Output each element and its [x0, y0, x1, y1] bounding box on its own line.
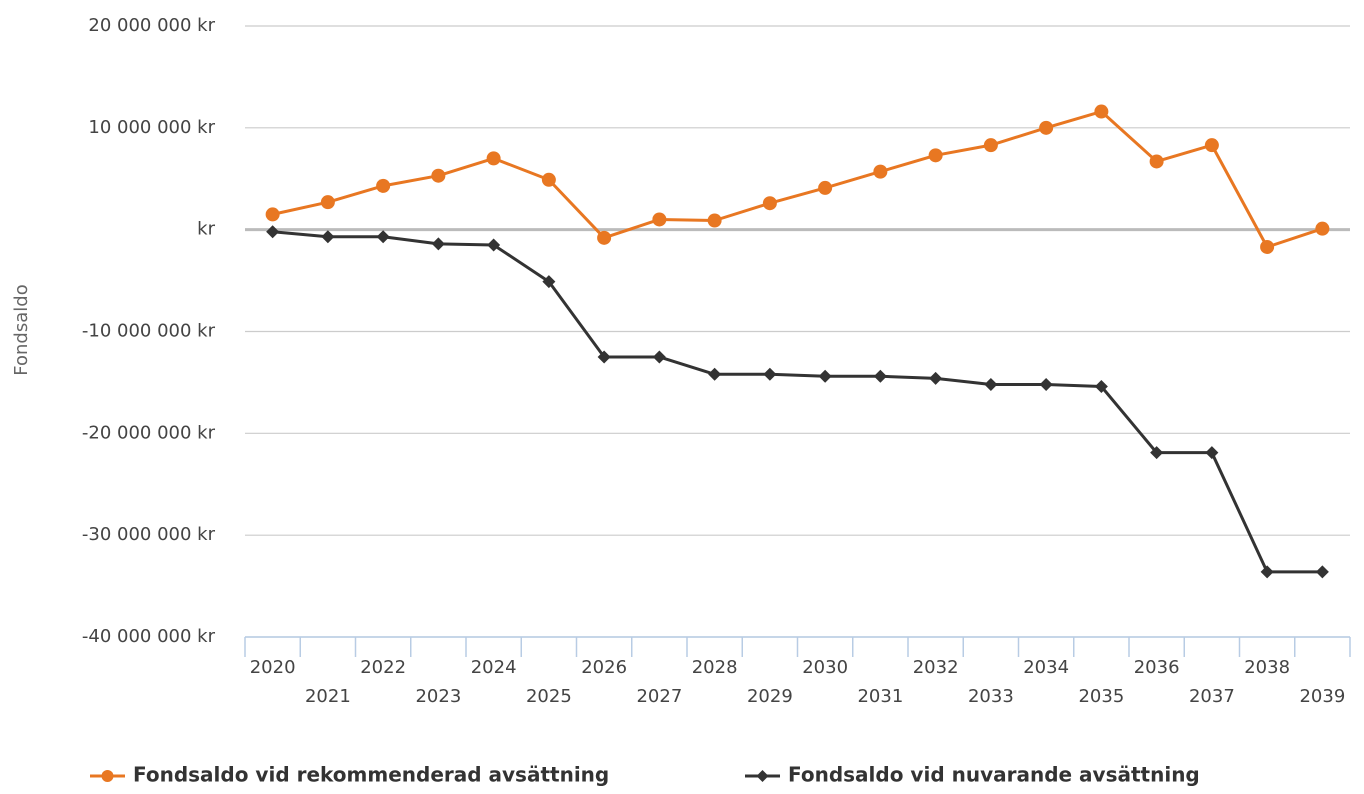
x-tick-label: 2038 — [1244, 657, 1290, 678]
point — [1260, 239, 1275, 254]
x-tick-label: 2031 — [857, 686, 903, 707]
y-tick-label: -10 000 000 kr — [82, 321, 216, 342]
point — [818, 369, 832, 383]
x-tick-label: 2020 — [250, 657, 296, 678]
point — [707, 213, 722, 228]
point — [1094, 379, 1108, 393]
point — [431, 237, 445, 251]
point — [762, 196, 777, 211]
x-tick-label: 2030 — [802, 657, 848, 678]
x-tick-label: 2033 — [968, 686, 1014, 707]
y-tick-label: 20 000 000 kr — [88, 15, 215, 36]
point — [542, 275, 556, 289]
point — [983, 138, 998, 153]
y-tick-label: -20 000 000 kr — [82, 422, 216, 443]
legend-label: Fondsaldo vid rekommenderad avsättning — [133, 763, 609, 787]
point — [541, 172, 556, 187]
point — [708, 367, 722, 381]
point — [320, 195, 335, 210]
point — [1094, 104, 1109, 119]
point — [1315, 221, 1330, 236]
x-tick-label: 2039 — [1299, 686, 1345, 707]
point — [265, 207, 280, 222]
x-tick-label: 2035 — [1078, 686, 1124, 707]
x-tick-label: 2028 — [692, 657, 738, 678]
x-tick-label: 2023 — [415, 686, 461, 707]
x-tick-label: 2027 — [636, 686, 682, 707]
point — [376, 178, 391, 193]
x-tick-label: 2029 — [747, 686, 793, 707]
x-tick-label: 2032 — [913, 657, 959, 678]
point — [928, 148, 943, 163]
point — [486, 151, 501, 166]
point — [431, 168, 446, 183]
x-tick-label: 2025 — [526, 686, 572, 707]
point — [652, 350, 666, 364]
point — [1149, 154, 1164, 169]
point — [376, 230, 390, 244]
point — [1260, 565, 1274, 579]
legend-marker — [756, 770, 769, 782]
x-tick-label: 2037 — [1189, 686, 1235, 707]
y-tick-label: -30 000 000 kr — [82, 524, 216, 545]
point — [597, 350, 611, 364]
point — [1204, 138, 1219, 153]
point — [266, 225, 280, 239]
y-axis-title: Fondsaldo — [11, 284, 32, 375]
legend-label: Fondsaldo vid nuvarande avsättning — [788, 763, 1200, 787]
series-line — [272, 110, 1323, 249]
point — [652, 212, 667, 227]
x-tick-label: 2021 — [305, 686, 351, 707]
point — [929, 371, 943, 385]
point — [1205, 446, 1219, 460]
point — [1039, 377, 1053, 391]
point — [873, 369, 887, 383]
y-tick-label: 10 000 000 kr — [88, 117, 215, 138]
point — [763, 367, 777, 381]
y-tick-label: kr — [197, 219, 215, 240]
point — [818, 180, 833, 195]
y-tick-label: -40 000 000 kr — [82, 626, 216, 647]
point — [1039, 120, 1054, 135]
x-tick-label: 2026 — [581, 657, 627, 678]
x-tick-label: 2034 — [1023, 657, 1069, 678]
point — [597, 230, 612, 245]
x-tick-label: 2024 — [471, 657, 517, 678]
point — [321, 230, 335, 244]
series-line — [272, 230, 1323, 574]
point — [873, 164, 888, 179]
point — [487, 238, 501, 252]
x-tick-label: 2022 — [360, 657, 406, 678]
point — [1150, 446, 1164, 460]
legend-marker — [101, 770, 114, 782]
point — [984, 377, 998, 391]
x-tick-label: 2036 — [1134, 657, 1180, 678]
point — [1315, 565, 1329, 579]
